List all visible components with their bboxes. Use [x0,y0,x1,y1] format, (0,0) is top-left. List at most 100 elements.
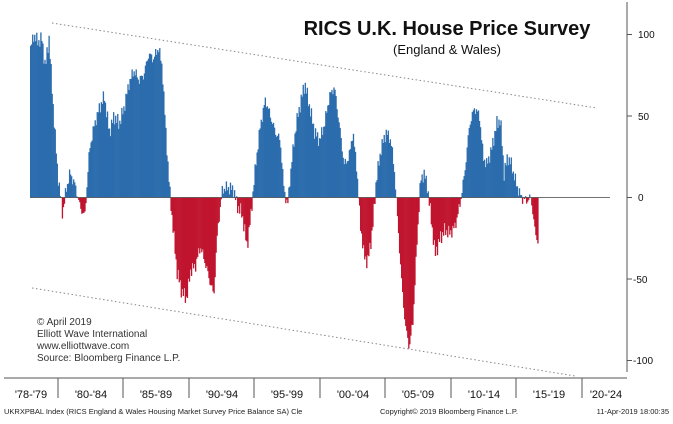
bar [131,69,133,198]
bar [123,106,125,198]
x-period-label: '15-'19 [533,389,565,401]
bar [107,128,110,198]
footer: UKRXPBAL Index (RICS England & Wales Hou… [4,407,669,416]
bar [50,64,52,198]
bar [254,164,256,198]
bar [122,114,124,198]
bar [396,197,399,217]
bar [345,163,347,198]
bar [275,136,278,198]
bar [521,197,524,204]
bar [301,96,303,198]
bar [140,75,142,198]
bar [162,84,164,198]
bar [370,197,372,250]
bar [105,117,108,198]
bar [141,75,144,198]
bar [346,161,348,198]
bar [391,147,394,198]
bar [355,171,358,198]
bar [384,142,386,198]
bar [198,197,200,249]
bar [257,149,259,198]
chart-title: RICS U.K. House Price Survey [304,18,592,40]
bar [68,169,71,198]
bar [108,128,111,198]
bar [403,197,405,308]
bar [34,34,36,198]
bar [227,187,230,198]
bar [47,52,49,198]
bar [280,147,282,198]
bar [210,197,212,286]
bar [151,62,154,198]
bar [339,127,341,198]
bar [509,164,511,198]
bar [532,197,534,215]
bar [441,197,444,233]
bar [214,197,216,278]
bar [79,197,81,203]
bar [537,197,539,244]
bar [92,126,94,198]
bar [293,146,295,198]
bar [82,197,84,214]
bar [180,197,182,298]
bar [498,119,500,198]
x-period-label: '00-'04 [337,389,369,401]
bar [241,197,243,218]
bar [166,155,168,198]
bar [495,131,497,198]
bar [428,197,430,206]
copyright-note: © April 2019 [37,317,92,328]
bar [65,191,68,198]
bar [224,191,227,198]
bar [440,197,443,244]
bar [431,197,434,228]
bar [311,123,314,198]
bar [439,197,442,232]
bar [367,197,369,256]
bar [514,173,517,198]
bar [271,124,274,198]
bar [407,197,409,338]
bar [40,32,42,198]
bar [412,197,414,325]
bar [417,197,419,225]
bar [115,115,117,198]
bar [169,186,171,198]
bar [359,197,362,231]
bar [101,103,104,198]
bar [144,65,147,198]
bar [358,197,361,206]
bar [130,78,132,198]
bar [387,130,389,198]
bar [85,197,87,204]
bar [449,197,451,235]
bar [323,126,325,198]
bar [103,100,106,198]
bar [285,197,287,204]
bar [245,197,247,241]
bar [427,191,429,198]
bar [265,107,268,198]
bar [312,123,315,198]
bar [160,60,162,198]
footer-index-description: UKRXPBAL Index (RICS England & Wales Hou… [4,407,302,416]
bar [67,183,70,198]
bar [299,112,301,198]
bar [256,152,258,198]
bar [447,197,449,238]
bar [476,111,479,198]
bar [240,197,242,204]
bar [362,197,364,249]
bar [250,197,252,209]
bar [315,136,318,198]
bar [202,197,204,250]
bar [156,54,158,198]
bar [272,122,275,198]
bar [172,197,174,233]
bar [304,82,306,198]
bar [184,197,187,303]
